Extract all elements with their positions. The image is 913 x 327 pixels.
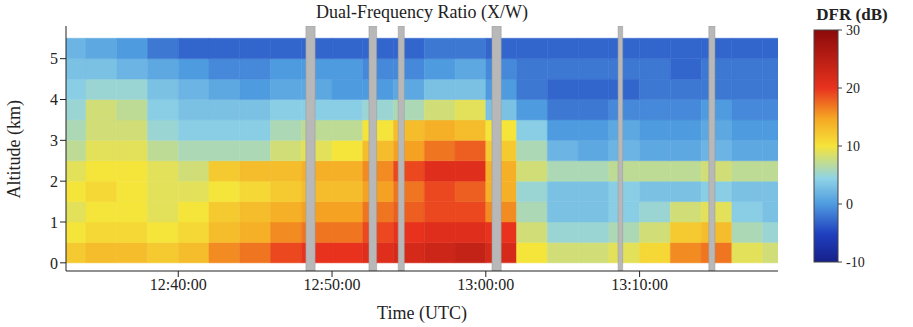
svg-text:3: 3 (50, 132, 58, 149)
svg-text:-10: -10 (846, 255, 865, 270)
svg-text:13:00:00: 13:00:00 (457, 276, 514, 293)
svg-text:5: 5 (50, 50, 58, 67)
svg-text:30: 30 (846, 23, 860, 38)
svg-text:13:10:00: 13:10:00 (611, 276, 668, 293)
svg-text:2: 2 (50, 173, 58, 190)
svg-text:20: 20 (846, 81, 860, 96)
svg-text:12:40:00: 12:40:00 (150, 276, 207, 293)
svg-text:0: 0 (50, 255, 58, 272)
svg-text:10: 10 (846, 139, 860, 154)
html-text:Dual-Frequency Ratio (X/W): Dual-Frequency Ratio (X/W) (316, 2, 528, 22)
svg-text:Altitude (km): Altitude (km) (4, 100, 25, 198)
svg-text:0: 0 (846, 197, 853, 212)
svg-text:DFR (dB): DFR (dB) (816, 5, 887, 24)
svg-text:4: 4 (50, 91, 58, 108)
svg-text:Time (UTC): Time (UTC) (377, 303, 467, 324)
svg-text:12:50:00: 12:50:00 (304, 276, 361, 293)
svg-text:1: 1 (50, 214, 58, 231)
